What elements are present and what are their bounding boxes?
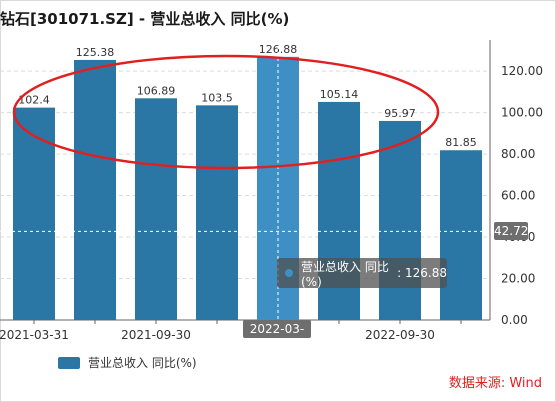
tooltip-value: 126.88: [405, 266, 447, 280]
y-tick-label-0: 0.00: [501, 313, 528, 327]
value-label-5: 105.14: [320, 88, 359, 101]
tooltip-series: 营业总收入 同比(%): [301, 259, 389, 289]
legend-label: 营业总收入 同比(%): [88, 356, 197, 370]
bar-2021-06-30: [74, 59, 116, 321]
value-label-1: 125.38: [76, 46, 115, 59]
bar-2022-12-31: [440, 150, 482, 320]
value-label-4: 126.88: [259, 43, 298, 56]
value-label-0: 102.4: [18, 94, 50, 107]
bar-2021-12-31: [196, 105, 238, 320]
y-tick-label-4: 80.00: [501, 147, 535, 161]
legend[interactable]: 营业总收入 同比(%): [58, 354, 197, 371]
tooltip: 营业总收入 同比(%) : 126.88: [277, 258, 447, 289]
legend-swatch: [58, 356, 80, 369]
chart-title: 钻石[301071.SZ] - 营业总收入 同比(%): [0, 10, 290, 28]
bar-2021-03-31: [13, 107, 55, 321]
value-label-2: 106.89: [137, 84, 176, 97]
tooltip-colon: :: [397, 266, 405, 280]
value-label-6: 95.97: [384, 107, 416, 120]
annotation-ellipse: [12, 54, 440, 170]
bar-2021-09-30: [135, 98, 177, 321]
crosshair-x-label: 2022-03-31: [243, 320, 311, 354]
y-tick-label-3: 60.00: [501, 189, 535, 203]
y-tick-label-5: 100.00: [501, 106, 543, 120]
x-tick-label-0: 2021-03-31: [0, 328, 69, 342]
x-tick-label-6: 2022-09-30: [365, 328, 435, 342]
y-tick-label-1: 20.00: [501, 272, 535, 286]
value-label-3: 103.5: [201, 91, 233, 104]
crosshair-y-label: 42.72: [494, 222, 529, 240]
x-tick-label-2: 2021-09-30: [121, 328, 191, 342]
tooltip-dot-icon: [285, 269, 293, 277]
data-source: 数据来源: Wind: [448, 376, 542, 391]
bar-2022-09-30: [379, 120, 421, 320]
y-tick-label-6: 120.00: [501, 64, 543, 78]
value-label-7: 81.85: [445, 136, 477, 149]
